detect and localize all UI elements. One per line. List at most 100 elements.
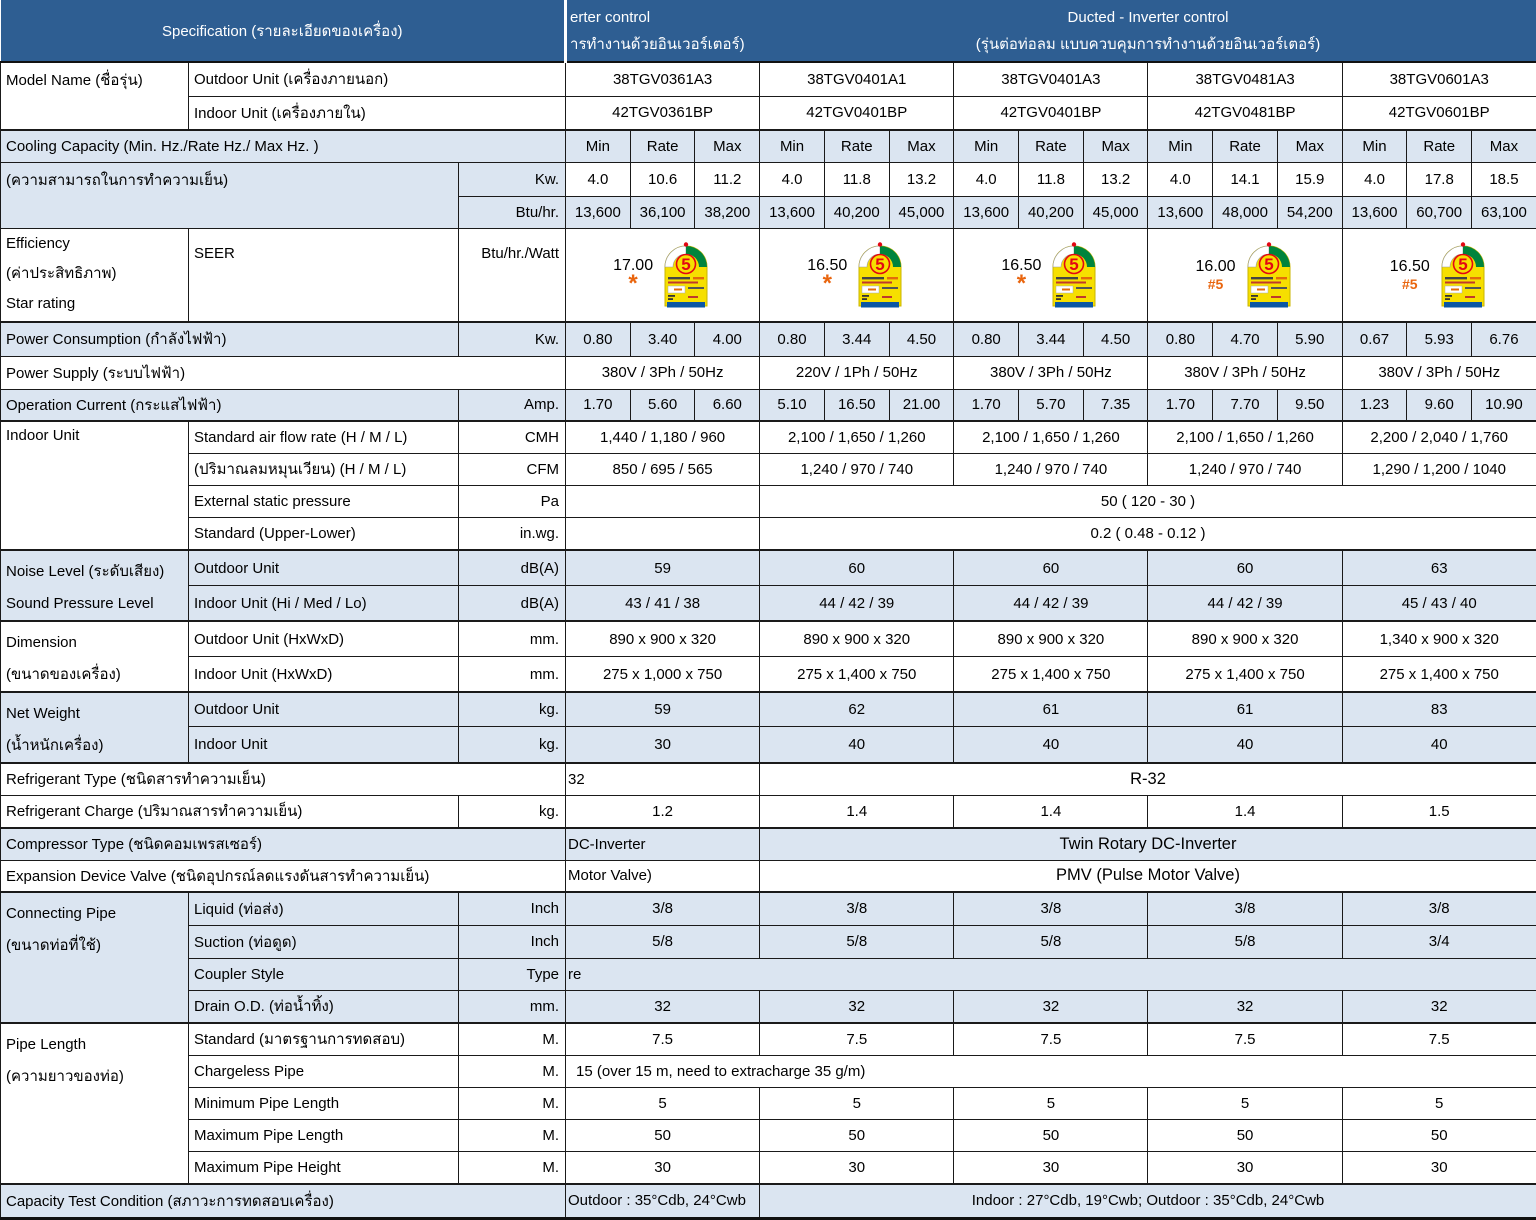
- length-minimum-label: Minimum Pipe Length: [188, 1086, 459, 1120]
- model-outdoor-1: 38TGV0401A1: [759, 61, 955, 97]
- dimension-outdoor-0: 890 x 900 x 320: [565, 620, 761, 657]
- mrm-header-4-0: Min: [1341, 129, 1408, 163]
- badge-number: 5: [876, 255, 885, 274]
- current-3-min: 1.70: [1147, 388, 1214, 422]
- cooling-kw-4-min: 4.0: [1341, 161, 1408, 197]
- dimension-label: Dimension (ขนาดของเครื่อง): [0, 620, 189, 693]
- power-1-rate: 3.44: [823, 321, 890, 357]
- connecting-pipe-label: Connecting Pipe (ขนาดท่อที่ใช้): [0, 891, 189, 1024]
- refrigerant-type-col1: 32: [565, 762, 761, 796]
- mrm-header-4-1: Rate: [1406, 129, 1473, 163]
- refrigerant-charge-2: 1.4: [953, 794, 1149, 829]
- pipe-suction-2: 5/8: [953, 924, 1149, 959]
- length-max-height-label: Maximum Pipe Height: [188, 1150, 459, 1185]
- length-chargeless-label: Chargeless Pipe: [188, 1054, 459, 1088]
- power-consumption-label: Power Consumption (กำลังไฟฟ้า): [0, 321, 459, 357]
- cooling-kw-2-max: 13.2: [1082, 161, 1149, 197]
- efficiency-label-line: (ค่าประสิทธิภาพ): [6, 264, 117, 282]
- group-header-col1: erter control ารทำงานด้วยอินเวอร์เตอร์): [564, 0, 760, 63]
- length-standard-4: 7.5: [1341, 1022, 1536, 1056]
- pipe-coupler-value: re: [565, 957, 1536, 991]
- noise-outdoor-label: Outdoor Unit: [188, 549, 459, 586]
- energy-label-no5-icon: 5: [854, 240, 906, 310]
- mrm-header-2-1: Rate: [1018, 129, 1084, 163]
- mrm-header-3-0: Min: [1147, 129, 1214, 163]
- current-3-rate: 7.70: [1212, 388, 1278, 422]
- model-indoor-1: 42TGV0401BP: [759, 95, 955, 131]
- cooling-kw-4-max: 18.5: [1471, 161, 1536, 197]
- current-1-min: 5.10: [759, 388, 825, 422]
- model-indoor-0: 42TGV0361BP: [565, 95, 761, 131]
- cooling-kw-2-min: 4.0: [953, 161, 1020, 197]
- pipe-suction-0: 5/8: [565, 924, 761, 959]
- noise-indoor-2: 44 / 42 / 39: [953, 585, 1149, 622]
- cooling-btu-3-rate: 48,000: [1212, 195, 1278, 229]
- cooling-kw-0-rate: 10.6: [629, 161, 696, 197]
- weight-outdoor-3: 61: [1147, 691, 1343, 728]
- weight-outdoor-label: Outdoor Unit: [188, 691, 459, 728]
- power-0-rate: 3.40: [629, 321, 696, 357]
- esp-std-label: Standard (Upper-Lower): [188, 516, 459, 551]
- esp-std-empty-col1: [565, 516, 761, 551]
- pipe-drain-2: 32: [953, 989, 1149, 1024]
- length-maximum-1: 50: [759, 1118, 955, 1152]
- length-max-height-unit: M.: [457, 1150, 567, 1185]
- power-2-rate: 3.44: [1018, 321, 1084, 357]
- dimension-indoor-1: 275 x 1,400 x 750: [759, 656, 955, 693]
- weight-label-line: (น้ำหนักเครื่อง): [6, 737, 104, 754]
- refrigerant-type-label: Refrigerant Type (ชนิดสารทำความเย็น): [0, 762, 567, 796]
- power-4-rate: 5.93: [1406, 321, 1473, 357]
- mrm-header-3-1: Rate: [1212, 129, 1278, 163]
- refrigerant-charge-0: 1.2: [565, 794, 761, 829]
- dimension-indoor-3: 275 x 1,400 x 750: [1147, 656, 1343, 693]
- power-4-min: 0.67: [1341, 321, 1408, 357]
- weight-indoor-label: Indoor Unit: [188, 726, 459, 764]
- pipe-coupler-label: Coupler Style: [188, 957, 459, 991]
- length-minimum-2: 5: [953, 1086, 1149, 1120]
- noise-label-line: Sound Pressure Level: [6, 595, 154, 612]
- pipe-suction-3: 5/8: [1147, 924, 1343, 959]
- badge-number: 5: [1264, 255, 1273, 274]
- mrm-header-0-0: Min: [565, 129, 631, 163]
- pipe-drain-unit: mm.: [457, 989, 567, 1024]
- airflow-cfm-3: 1,240 / 970 / 740: [1147, 452, 1343, 486]
- noise-indoor-3: 44 / 42 / 39: [1147, 585, 1343, 622]
- spec-header: Specification (รายละเอียดของเครื่อง): [0, 0, 566, 63]
- noise-indoor-4: 45 / 43 / 40: [1341, 585, 1536, 622]
- current-0-rate: 5.60: [629, 388, 696, 422]
- refrigerant-type-span: R-32: [759, 762, 1536, 796]
- star-rating-mark: #5: [1207, 275, 1224, 292]
- power-supply-4: 380V / 3Ph / 50Hz: [1341, 355, 1536, 390]
- current-1-max: 21.00: [888, 388, 955, 422]
- mrm-header-1-2: Max: [888, 129, 955, 163]
- length-maximum-0: 50: [565, 1118, 761, 1152]
- compressor-col1: DC-Inverter: [565, 827, 761, 861]
- weight-outdoor-1: 62: [759, 691, 955, 728]
- airflow-cmh-4: 2,200 / 2,040 / 1,760: [1341, 420, 1536, 454]
- pipe-suction-1: 5/8: [759, 924, 955, 959]
- cooling-btu-2-max: 45,000: [1082, 195, 1149, 229]
- pipe-suction-unit: Inch: [457, 924, 567, 959]
- current-4-rate: 9.60: [1406, 388, 1473, 422]
- group-header-ducted: Ducted - Inverter control (รุ่นต่อท่อลม แ…: [759, 0, 1536, 63]
- seer-value: 16.50: [1001, 256, 1042, 274]
- dimension-outdoor-unit: mm.: [457, 620, 567, 657]
- airflow-cmh-label: Standard air flow rate (H / M / L): [188, 420, 459, 454]
- cooling-kw-1-min: 4.0: [759, 161, 825, 197]
- pipe-drain-0: 32: [565, 989, 761, 1024]
- length-max-height-1: 30: [759, 1150, 955, 1185]
- model-indoor-3: 42TGV0481BP: [1147, 95, 1343, 131]
- length-standard-3: 7.5: [1147, 1022, 1343, 1056]
- length-standard-unit: M.: [457, 1022, 567, 1056]
- length-minimum-0: 5: [565, 1086, 761, 1120]
- seer-cell-4: 16.50 #5 5: [1341, 227, 1536, 323]
- length-minimum-unit: M.: [457, 1086, 567, 1120]
- cooling-kw-4-rate: 17.8: [1406, 161, 1473, 197]
- esp-empty-col1: [565, 484, 761, 518]
- refrigerant-charge-unit: kg.: [457, 794, 567, 829]
- length-max-height-4: 30: [1341, 1150, 1536, 1185]
- power-0-max: 4.00: [694, 321, 761, 357]
- weight-indoor-unit: kg.: [457, 726, 567, 764]
- length-standard-2: 7.5: [953, 1022, 1149, 1056]
